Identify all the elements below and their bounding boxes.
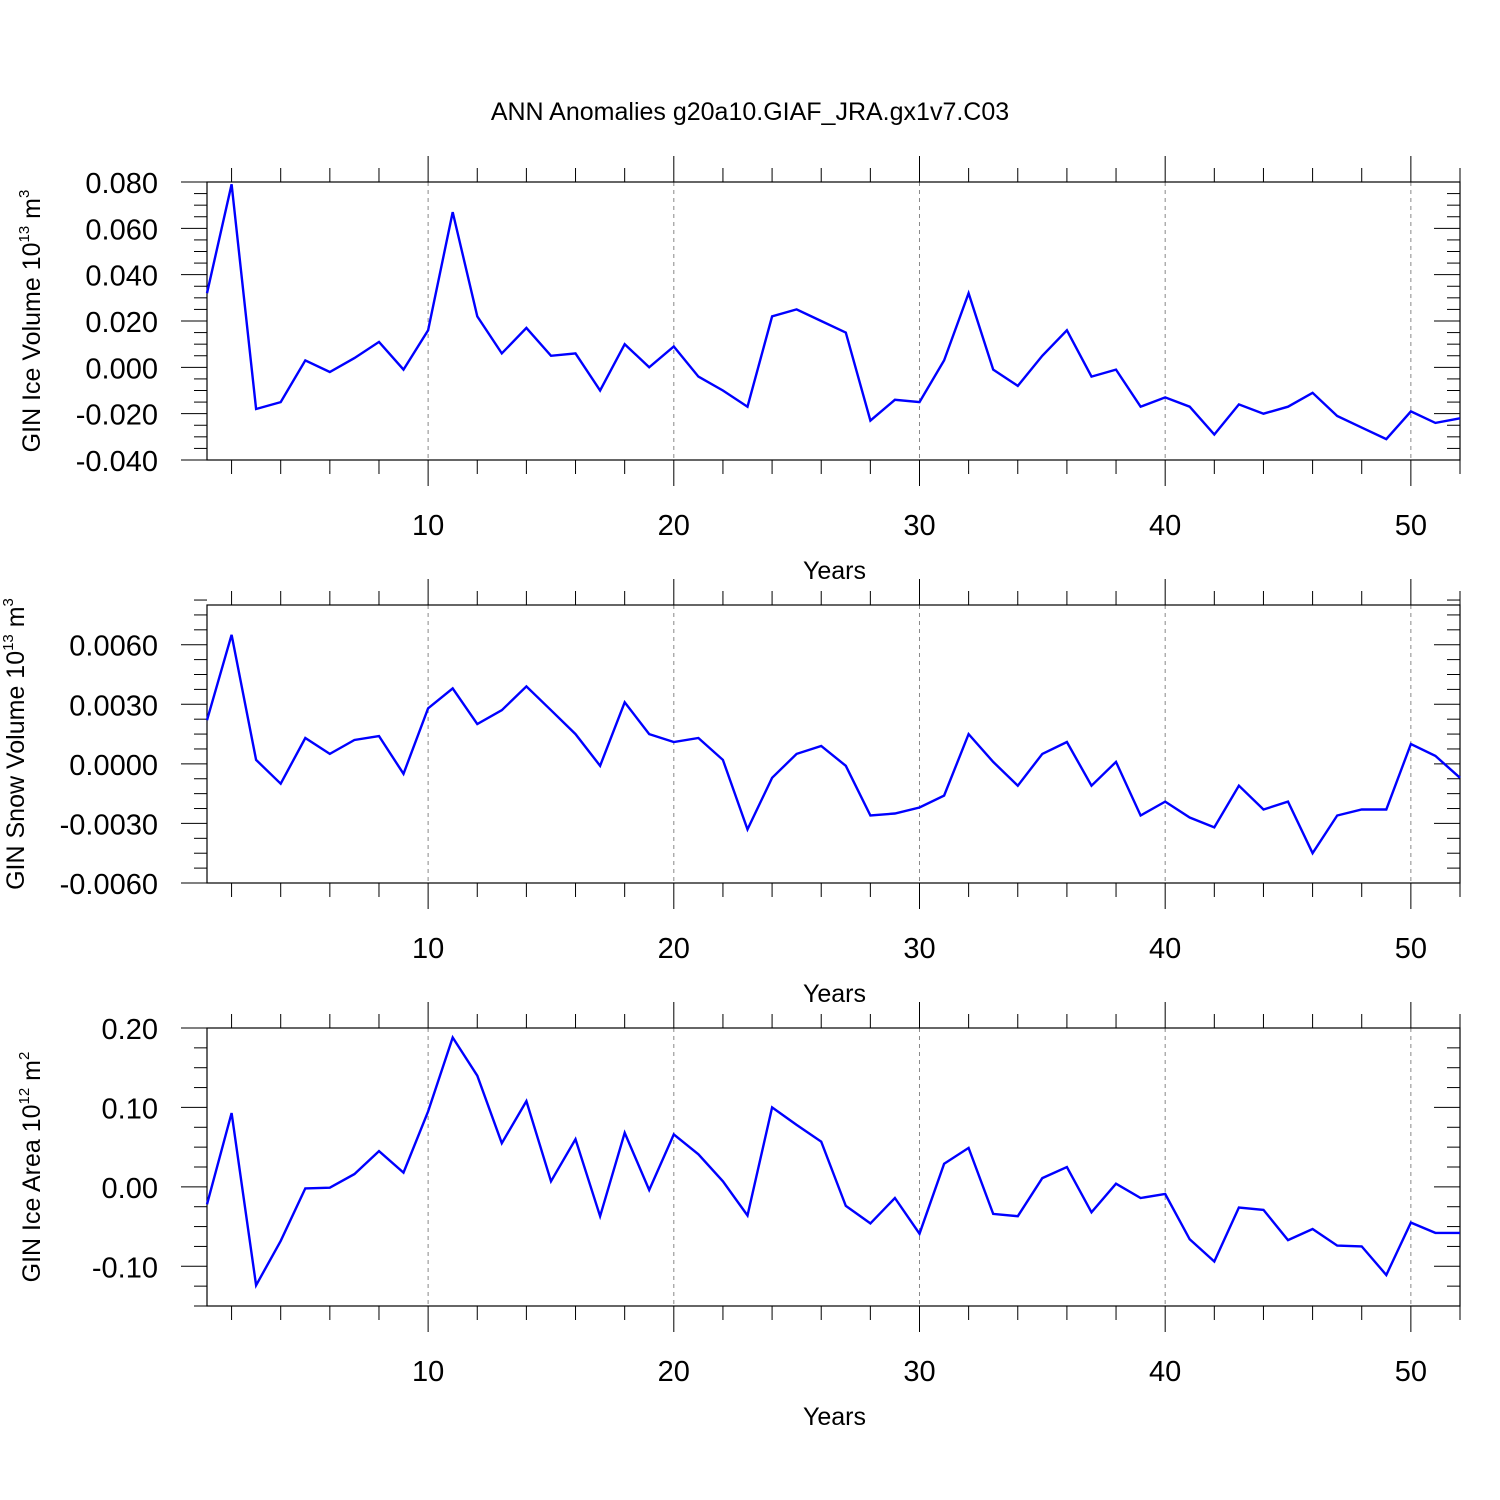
snow-volume-y-tick-label: 0.0000 bbox=[69, 750, 158, 782]
ice-area-x-tick-label: 50 bbox=[1395, 1356, 1427, 1388]
snow-volume-x-tick-label: 20 bbox=[658, 933, 690, 965]
snow-volume-x-tick-label: 30 bbox=[903, 933, 935, 965]
ice-volume-y-tick-label: 0.060 bbox=[85, 214, 158, 246]
ice-area-y-tick-label: 0.00 bbox=[102, 1173, 158, 1205]
ice-area-y-axis-title-unit: m bbox=[18, 1060, 46, 1088]
ice-volume-series-line bbox=[205, 184, 1461, 441]
snow-volume-y-tick-label: 0.0060 bbox=[69, 631, 158, 663]
ice-volume-y-tick-label: 0.080 bbox=[85, 168, 158, 200]
ice-area-x-tick-label: 20 bbox=[658, 1356, 690, 1388]
ice-volume-y-axis-title-unit-exponent: 3 bbox=[16, 190, 33, 198]
main-title: ANN Anomalies g20a10.GIAF_JRA.gx1v7.C03 bbox=[491, 98, 1009, 126]
ice-area-panel: 10 20 30 40 50 Years -0.10 0.00 0.10 0.20 GIN Ice … bbox=[16, 1002, 1461, 1431]
ice-volume-y-axis-title-exponent: 13 bbox=[16, 226, 33, 243]
snow-volume-x-tick-label: 10 bbox=[412, 933, 444, 965]
snow-volume-x-tick-label: 50 bbox=[1395, 933, 1427, 965]
ice-area-x-tick-label: 40 bbox=[1149, 1356, 1181, 1388]
ice-area-y-axis-title-text: GIN Ice Area 10 bbox=[18, 1104, 46, 1282]
snow-volume-series-line bbox=[205, 634, 1461, 856]
snow-volume-panel: 10 20 30 40 50 Years -0.0060 -0.0030 0.0000 0.003… bbox=[0, 579, 1461, 1008]
snow-volume-x-tick-label: 40 bbox=[1149, 933, 1181, 965]
ice-volume-x-axis-title: Years bbox=[803, 557, 866, 585]
ice-area-x-tick-label: 10 bbox=[412, 1356, 444, 1388]
ice-volume-x-tick-label: 50 bbox=[1395, 510, 1427, 542]
snow-volume-plot-frame bbox=[206, 604, 1461, 884]
ice-volume-plot-frame bbox=[206, 181, 1461, 461]
snow-volume-y-tick-label: -0.0030 bbox=[60, 809, 158, 841]
ice-area-series-line bbox=[205, 1034, 1460, 1290]
ice-area-y-tick-label: 0.20 bbox=[102, 1014, 158, 1046]
ice-volume-panel: 10 20 30 40 50 Years -0.040 -0.020 0.000 0.020 0.0… bbox=[16, 156, 1461, 585]
ice-volume-x-tick-label: 30 bbox=[903, 510, 935, 542]
snow-volume-y-axis-title: GIN Snow Volume 1013 m3 bbox=[0, 598, 30, 890]
ice-volume-y-axis-title: GIN Ice Volume 1013 m3 bbox=[16, 190, 46, 453]
ice-volume-y-tick-label: -0.040 bbox=[76, 446, 158, 478]
ice-area-plot-frame bbox=[206, 1027, 1461, 1307]
ice-area-y-axis-title-unit-exponent: 2 bbox=[16, 1052, 33, 1060]
ice-volume-y-axis-title-text: GIN Ice Volume 10 bbox=[18, 242, 46, 452]
ice-area-x-axis-title: Years bbox=[803, 1403, 866, 1431]
snow-volume-y-tick-label: 0.0030 bbox=[69, 690, 158, 722]
ice-volume-y-axis-title-unit: m bbox=[18, 198, 46, 226]
ice-volume-y-tick-label: 0.040 bbox=[85, 261, 158, 293]
ice-volume-x-tick-label: 10 bbox=[412, 510, 444, 542]
ice-volume-x-tick-label: 40 bbox=[1149, 510, 1181, 542]
snow-volume-y-axis-title-unit: m bbox=[2, 606, 30, 634]
ice-volume-y-tick-label: -0.020 bbox=[76, 400, 158, 432]
snow-volume-y-tick-label: -0.0060 bbox=[60, 869, 158, 901]
snow-volume-y-axis-title-text: GIN Snow Volume 10 bbox=[2, 651, 30, 890]
ice-area-y-tick-label: 0.10 bbox=[102, 1093, 158, 1125]
ice-volume-y-tick-label: 0.000 bbox=[85, 353, 158, 385]
snow-volume-x-axis-title: Years bbox=[803, 980, 866, 1008]
ice-area-y-axis-title-exponent: 12 bbox=[16, 1088, 33, 1105]
snow-volume-y-axis-title-unit-exponent: 3 bbox=[0, 598, 17, 606]
ice-volume-x-tick-label: 20 bbox=[658, 510, 690, 542]
ice-volume-y-tick-label: 0.020 bbox=[85, 307, 158, 339]
ice-area-y-axis-title: GIN Ice Area 1012 m2 bbox=[16, 1052, 46, 1283]
ice-area-x-tick-label: 30 bbox=[903, 1356, 935, 1388]
snow-volume-y-axis-title-exponent: 13 bbox=[0, 634, 17, 651]
ice-area-y-tick-label: -0.10 bbox=[92, 1252, 158, 1284]
